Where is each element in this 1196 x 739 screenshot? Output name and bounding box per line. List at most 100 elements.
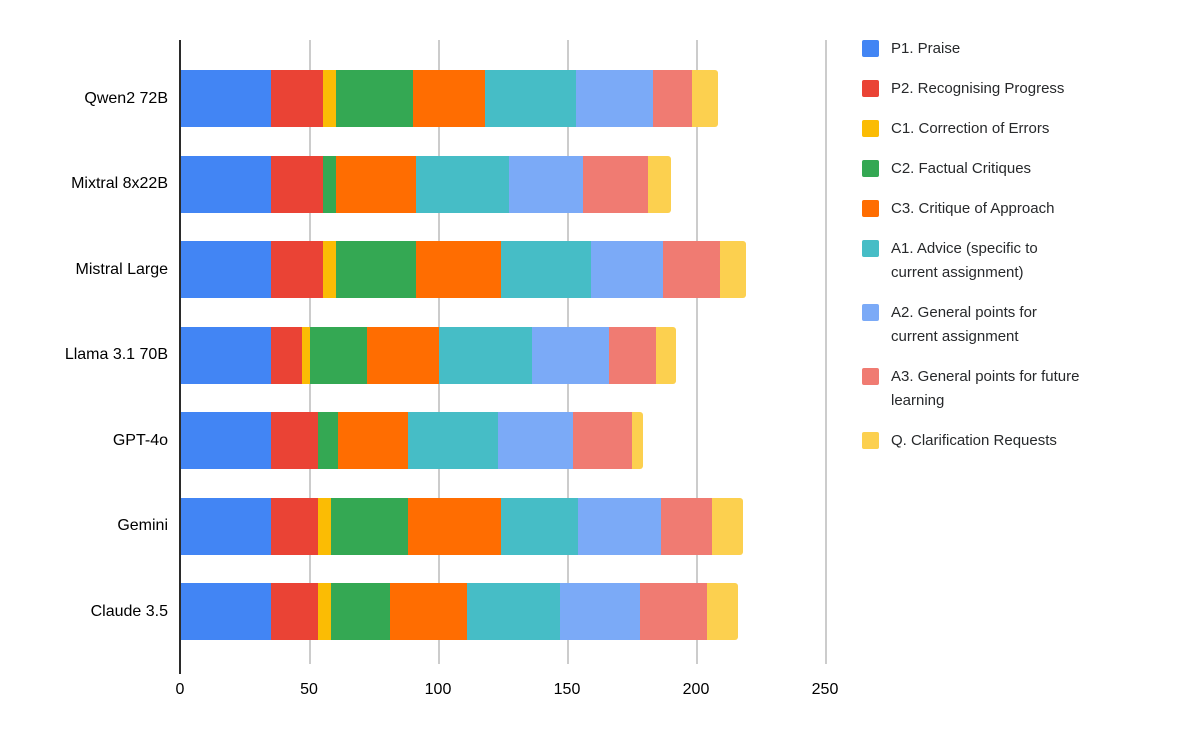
category-label: Gemini [117, 517, 168, 534]
bar-segment-a2 [591, 241, 664, 298]
legend-label: P2. Recognising Progress [891, 80, 1065, 97]
bar-segment-c2 [322, 155, 336, 213]
legend-swatch-icon [862, 304, 879, 321]
x-tick-label: 150 [553, 681, 581, 698]
legend-swatch-icon [862, 200, 879, 217]
legend-swatch-icon [862, 368, 879, 385]
bar-segment-a3 [640, 583, 708, 640]
legend-item-p1: P1. Praise [862, 37, 1192, 61]
bar-row-claude-3-5 [181, 583, 739, 640]
bar-segment-a2 [498, 412, 574, 469]
bar-segment-c3 [335, 155, 416, 213]
bar-segment-q [632, 412, 643, 469]
bar-row-gemini [181, 497, 744, 555]
bar-segment-p1 [181, 497, 272, 555]
x-tick-label: 200 [682, 681, 710, 698]
legend-label: C1. Correction of Errors [891, 120, 1050, 137]
bar-segment-a3 [573, 412, 633, 469]
bar-segment-p2 [271, 583, 318, 640]
bar-segment-a1 [485, 70, 576, 127]
gridline-200 [696, 40, 698, 664]
bar-segment-c3 [413, 70, 486, 127]
legend-label: C2. Factual Critiques [891, 160, 1032, 177]
bar-segment-a3 [663, 241, 721, 298]
bar-segment-a2 [575, 70, 654, 127]
bar-segment-p1 [181, 155, 272, 213]
bar-segment-p2 [271, 155, 323, 213]
bar-row-llama-3-1-70b [181, 326, 677, 384]
bar-row-mixtral-8x22b [181, 155, 672, 213]
bar-segment-c2 [317, 412, 339, 469]
chart-legend: P1. Praise P2. Recognising Progress C1. Co… [862, 37, 1192, 453]
bar-segment-a1 [408, 412, 499, 469]
x-tick-label: 0 [175, 681, 185, 698]
category-label: Mixtral 8x22B [71, 175, 168, 192]
bar-segment-a1 [500, 497, 579, 555]
category-label: Llama 3.1 70B [64, 346, 168, 363]
bar-segment-q [720, 241, 746, 298]
bar-segment-p2 [271, 412, 318, 469]
legend-item-q: Q. Clarification Requests [862, 429, 1192, 453]
bar-segment-c1 [322, 70, 336, 127]
legend-item-c2: C2. Factual Critiques [862, 157, 1192, 181]
legend-label: Q. Clarification Requests [891, 432, 1057, 449]
bar-segment-c2 [309, 326, 367, 384]
bar-segment-a3 [583, 155, 648, 213]
bar-segment-q [691, 70, 718, 127]
legend-label: A1. Advice (specific to current assignmen… [891, 240, 1038, 281]
bar-segment-p2 [271, 70, 323, 127]
bar-row-qwen2-72b [181, 70, 718, 127]
x-axis-zero-line [179, 40, 181, 674]
bar-segment-c1 [317, 583, 331, 640]
legend-item-a1: A1. Advice (specific to current assignmen… [862, 237, 1192, 285]
category-label: Mistral Large [75, 260, 168, 278]
bar-segment-a2 [560, 583, 641, 640]
bar-segment-c2 [330, 497, 409, 555]
bar-segment-a2 [531, 326, 610, 384]
bar-segment-a1 [415, 155, 509, 213]
bar-row-mistral-large [181, 241, 746, 298]
bar-segment-p1 [181, 412, 272, 469]
legend-label: C3. Critique of Approach [891, 200, 1055, 217]
legend-item-p2: P2. Recognising Progress [862, 77, 1192, 101]
bar-segment-c2 [335, 241, 416, 298]
x-tick-label: 50 [300, 681, 318, 698]
category-label: Claude 3.5 [90, 602, 168, 620]
bar-segment-c2 [335, 70, 414, 127]
bar-segment-q [707, 583, 739, 640]
legend-label: A3. General points for future learning [891, 368, 1080, 409]
legend-swatch-icon [862, 240, 879, 257]
legend-swatch-icon [862, 120, 879, 137]
bar-segment-c3 [389, 583, 468, 640]
x-tick-label: 100 [424, 681, 452, 698]
bar-segment-p1 [181, 241, 272, 298]
bar-segment-a3 [653, 70, 692, 127]
bar-segment-c1 [322, 241, 336, 298]
bar-segment-c1 [302, 326, 310, 384]
bar-segment-c2 [330, 583, 390, 640]
category-label: Qwen2 72B [84, 89, 168, 107]
bar-segment-q [655, 326, 677, 384]
bar-segment-c1 [317, 497, 331, 555]
bar-segment-q [712, 497, 744, 555]
bar-segment-p1 [181, 583, 272, 640]
bar-segment-q [647, 155, 672, 213]
legend-swatch-icon [862, 80, 879, 97]
bar-segment-a1 [500, 241, 592, 298]
bar-segment-c3 [366, 326, 439, 384]
legend-label: P1. Praise [891, 40, 961, 57]
bar-segment-a1 [467, 583, 561, 640]
bar-segment-c3 [408, 497, 501, 555]
legend-item-c3: C3. Critique of Approach [862, 197, 1192, 221]
bar-segment-p2 [271, 497, 318, 555]
gridline-250 [825, 40, 827, 664]
legend-item-c1: C1. Correction of Errors [862, 117, 1192, 141]
bar-segment-p1 [181, 326, 272, 384]
bar-segment-a3 [660, 497, 713, 555]
bar-segment-p2 [271, 326, 303, 384]
legend-label: A2. General points for current assignment [891, 304, 1037, 345]
category-label: GPT-4o [112, 431, 168, 449]
bar-segment-a2 [508, 155, 584, 213]
legend-swatch-icon [862, 40, 879, 57]
